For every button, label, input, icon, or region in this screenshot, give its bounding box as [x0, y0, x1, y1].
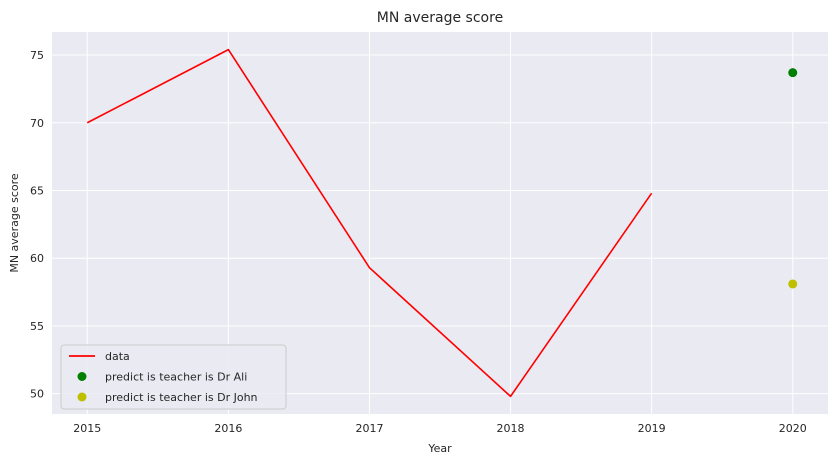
- legend: data predict is teacher is Dr Ali predict …: [60, 344, 287, 410]
- x-tick-label: 2017: [355, 422, 383, 435]
- x-tick-label: 2015: [73, 422, 101, 435]
- scatter-point: [788, 68, 798, 78]
- legend-label: predict is teacher is Dr John: [105, 391, 258, 404]
- x-tick-label: 2019: [638, 422, 666, 435]
- x-axis-label: Year: [427, 442, 452, 455]
- y-tick-label: 70: [30, 117, 44, 130]
- legend-label: data: [105, 350, 130, 363]
- tick-labels: 2015 2016 2017 2018 2019 2020 50 55 60 65 70 75: [30, 49, 807, 435]
- series-layer: [86, 48, 798, 398]
- y-tick-label: 50: [30, 388, 44, 401]
- scatter-point: [788, 279, 798, 289]
- x-tick-label: 2018: [497, 422, 525, 435]
- data-line: [86, 48, 653, 398]
- x-tick-label: 2016: [214, 422, 242, 435]
- y-tick-label: 60: [30, 252, 44, 265]
- x-tick-label: 2020: [779, 422, 807, 435]
- y-tick-label: 75: [30, 49, 44, 62]
- legend-label: predict is teacher is Dr Ali: [105, 371, 247, 384]
- grid: [52, 32, 828, 414]
- y-axis-label: MN average score: [8, 173, 21, 273]
- y-tick-label: 55: [30, 320, 44, 333]
- chart-title: MN average score: [377, 10, 503, 26]
- legend-box: [60, 344, 287, 410]
- y-tick-label: 65: [30, 184, 44, 197]
- legend-marker-swatch: [77, 392, 87, 402]
- legend-marker-swatch: [77, 372, 87, 381]
